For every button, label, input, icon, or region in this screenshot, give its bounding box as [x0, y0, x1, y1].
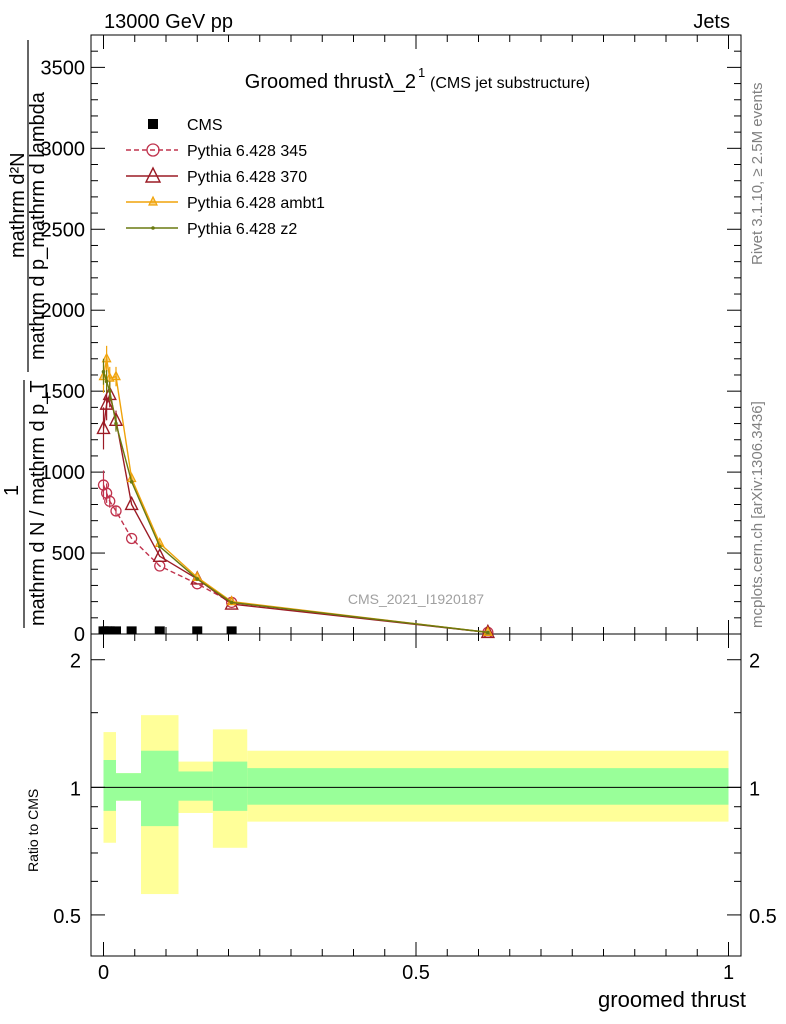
legend-entry-1: Pythia 6.428 345	[126, 143, 307, 160]
ratio-band-green-2	[141, 750, 179, 827]
legend-marker-4	[151, 226, 155, 230]
ratio-ytick-label-right-2: 2	[749, 651, 760, 673]
cms-point-4	[126, 626, 137, 635]
header-left: 13000 GeV pp	[104, 11, 233, 33]
ratio-ytick-label-right-0: 0.5	[749, 906, 777, 928]
series-2-point	[111, 370, 121, 381]
legend-marker-3	[148, 195, 158, 206]
legend-entry-0: CMS	[148, 117, 223, 134]
ylabel-numerator: mathrm d²N	[7, 152, 29, 258]
main-ytick-label-7: 3500	[41, 57, 86, 79]
cms-point-2	[104, 626, 115, 635]
legend-label-0: CMS	[187, 117, 223, 134]
legend-entry-3: Pythia 6.428 ambt1	[126, 195, 325, 212]
main-ytick-label-3: 1500	[41, 381, 86, 403]
legend: CMS Pythia 6.428 345 Pythia 6.428 370 Pythi…	[126, 117, 325, 238]
series-3-point	[101, 369, 106, 374]
analysis-id: CMS_2021_I1920187	[348, 591, 484, 607]
main-ytick-label-5: 2500	[41, 219, 86, 241]
title-lambda: λ_2	[384, 71, 416, 93]
series-3-point	[229, 600, 234, 605]
cms-point-7	[226, 626, 237, 635]
series-0-point	[125, 532, 138, 545]
ratio-band-green-0	[103, 760, 116, 811]
ratio-band-green-3	[178, 771, 213, 801]
series-3-point	[114, 421, 118, 426]
legend-marker-1	[146, 143, 160, 157]
series-1-point	[96, 419, 111, 435]
legend-label-1: Pythia 6.428 345	[187, 143, 307, 160]
series-line-1	[102, 391, 488, 634]
series-3-point	[486, 630, 490, 635]
ratio-ticks: 0.5 0.5 1 1 2 2	[53, 651, 777, 928]
legend-label-2: Pythia 6.428 370	[187, 169, 307, 186]
main-ytick-label-6: 3000	[41, 138, 86, 160]
ylabel-denominator-lower: mathrm d N / mathrm d p_T	[27, 380, 49, 626]
series-3-point	[195, 577, 200, 581]
series-3	[101, 358, 490, 635]
title-main: Groomed thrust	[245, 71, 384, 93]
title-superscript: 1	[418, 65, 425, 80]
series-0-point	[104, 495, 116, 507]
series-layer	[96, 345, 496, 639]
legend-label-3: Pythia 6.428 ambt1	[187, 195, 325, 212]
ratio-bands	[91, 715, 741, 895]
title-subtitle: (CMS jet substructure)	[430, 75, 590, 92]
legend-entry-2: Pythia 6.428 370	[126, 166, 307, 186]
cms-point-5	[154, 626, 165, 635]
main-ytick-label-4: 2000	[41, 300, 86, 322]
series-2-point	[101, 352, 112, 363]
legend-label-4: Pythia 6.428 z2	[187, 221, 297, 238]
main-ytick-label-1: 500	[52, 543, 85, 565]
ratio-band-green-5	[247, 768, 729, 805]
x-axis-label: groomed thrust	[598, 987, 746, 1012]
cms-data-points	[98, 626, 237, 635]
series-0	[97, 470, 494, 639]
main-ytick-label-2: 1000	[41, 462, 86, 484]
ratio-ytick-label-2: 2	[70, 651, 81, 673]
cms-point-6	[192, 626, 203, 635]
ratio-y-axis-label: Ratio to CMS	[25, 789, 41, 872]
legend-marker-2	[144, 166, 162, 183]
ratio-band-green-4	[212, 761, 248, 811]
legend-marker-0	[148, 119, 158, 129]
main-y-axis-label: mathrm d²N mathrm d p_mathrm d lambda 1 …	[1, 40, 49, 628]
series-0-point	[110, 505, 122, 517]
side-label-rivet: Rivet 3.1.10, ≥ 2.5M events	[749, 83, 766, 266]
series-line-0	[102, 484, 488, 634]
series-3-point	[107, 389, 112, 393]
ylabel-one: 1	[1, 485, 23, 496]
xtick-label-0: 0	[98, 962, 109, 984]
xtick-label-1: 0.5	[402, 962, 430, 984]
main-ticks: 0 500 1000 1500 2000 2500 3000 3500 0 0.5 1	[41, 34, 741, 984]
series-3-point	[157, 544, 162, 549]
ratio-ytick-label-right-1: 1	[749, 778, 760, 800]
legend-entry-4: Pythia 6.428 z2	[126, 221, 297, 238]
plot-title: Groomed thrustλ_2	[245, 71, 416, 93]
header-right: Jets	[693, 11, 730, 33]
ylabel-denominator-upper: mathrm d p_mathrm d lambda	[27, 91, 49, 360]
ratio-ytick-label-1: 1	[70, 778, 81, 800]
ratio-ytick-label-0: 0.5	[53, 906, 81, 928]
series-1-point	[124, 495, 139, 511]
series-1-point	[152, 547, 167, 562]
series-3-point	[104, 379, 109, 384]
cms-point-3	[111, 626, 121, 635]
main-ytick-label-0: 0	[74, 624, 85, 646]
side-label-mcplots: mcplots.cern.ch [arXiv:1306.3436]	[749, 401, 766, 628]
xtick-label-2: 1	[723, 962, 734, 984]
series-3-point	[129, 480, 134, 484]
